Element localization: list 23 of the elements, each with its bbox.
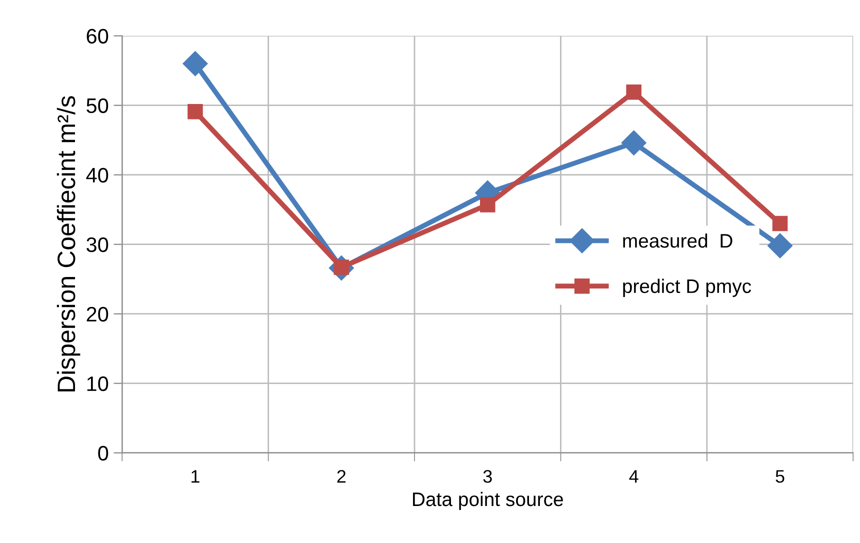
x-tick-label: 1 bbox=[192, 470, 200, 483]
y-tick-label: 60 bbox=[86, 28, 108, 44]
legend-label: measured D bbox=[623, 233, 732, 248]
y-tick-label: 30 bbox=[86, 237, 108, 252]
y-axis-title: Dispersion Coeffiecint m²/s bbox=[56, 96, 80, 392]
x-tick-label: 4 bbox=[629, 470, 638, 483]
x-axis-title: Data point source bbox=[413, 492, 563, 510]
y-tick-label: 20 bbox=[86, 306, 108, 322]
y-tick-label: 50 bbox=[86, 98, 108, 114]
y-tick-label: 40 bbox=[86, 168, 108, 183]
y-tick-label: 0 bbox=[98, 446, 108, 461]
point bbox=[626, 84, 642, 100]
x-tick-label: 5 bbox=[776, 470, 784, 483]
x-tick-label: 3 bbox=[483, 470, 492, 483]
legend-label: predict D pmyc bbox=[623, 278, 752, 297]
point bbox=[621, 130, 646, 156]
point bbox=[188, 104, 203, 120]
point bbox=[768, 233, 792, 258]
x-tick-label: 2 bbox=[337, 470, 346, 483]
point bbox=[480, 197, 496, 212]
y-tick-label: 10 bbox=[87, 376, 108, 392]
point bbox=[182, 51, 208, 76]
point bbox=[772, 216, 788, 232]
